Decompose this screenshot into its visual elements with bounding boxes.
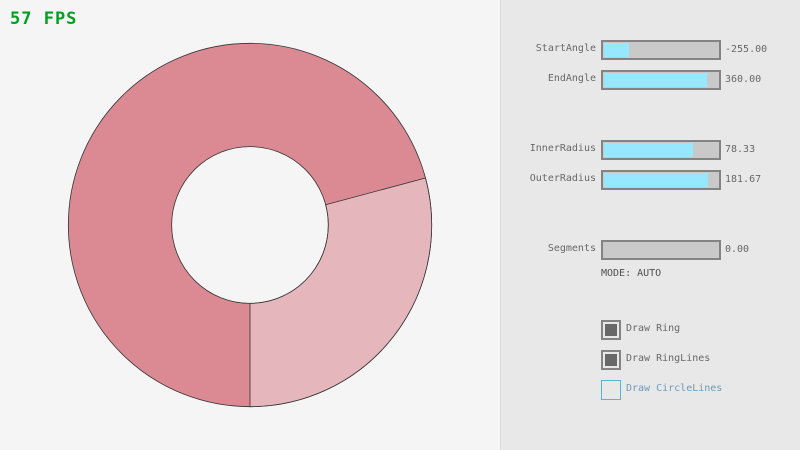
end-angle-value: 360.00 bbox=[725, 74, 762, 85]
controls-panel: StartAngle -255.00 EndAngle 360.00 Inner… bbox=[500, 0, 800, 450]
mode-label: MODE: AUTO bbox=[601, 268, 662, 279]
fps-counter: 57 FPS bbox=[10, 9, 78, 29]
inner-radius-label: InnerRadius bbox=[529, 143, 596, 154]
slider-fill bbox=[604, 143, 693, 157]
ring-light-section bbox=[249, 177, 433, 408]
check-mark-icon bbox=[605, 324, 617, 336]
draw-ringlines-label[interactable]: Draw RingLines bbox=[626, 353, 711, 364]
draw-circlelines-label[interactable]: Draw CircleLines bbox=[626, 383, 723, 394]
outer-radius-label: OuterRadius bbox=[529, 173, 596, 184]
inner-radius-value: 78.33 bbox=[725, 144, 756, 155]
check-mark-icon bbox=[605, 354, 617, 366]
draw-ring-checkbox[interactable] bbox=[601, 320, 621, 340]
segments-label: Segments bbox=[547, 243, 596, 254]
start-angle-value: -255.00 bbox=[725, 44, 768, 55]
slider-fill bbox=[604, 173, 708, 187]
inner-radius-slider[interactable] bbox=[601, 140, 721, 160]
draw-ringlines-checkbox[interactable] bbox=[601, 350, 621, 370]
draw-ring-label[interactable]: Draw Ring bbox=[626, 323, 681, 334]
ring-canvas bbox=[67, 43, 433, 408]
segments-slider[interactable] bbox=[601, 240, 721, 260]
end-angle-label: EndAngle bbox=[547, 73, 596, 84]
draw-circlelines-checkbox[interactable] bbox=[601, 380, 621, 400]
outer-radius-value: 181.67 bbox=[725, 174, 762, 185]
start-angle-label: StartAngle bbox=[535, 43, 596, 54]
start-angle-slider[interactable] bbox=[601, 40, 721, 60]
segments-value: 0.00 bbox=[725, 244, 750, 255]
slider-fill bbox=[604, 73, 707, 87]
end-angle-slider[interactable] bbox=[601, 70, 721, 90]
slider-fill bbox=[604, 43, 630, 57]
outer-radius-slider[interactable] bbox=[601, 170, 721, 190]
